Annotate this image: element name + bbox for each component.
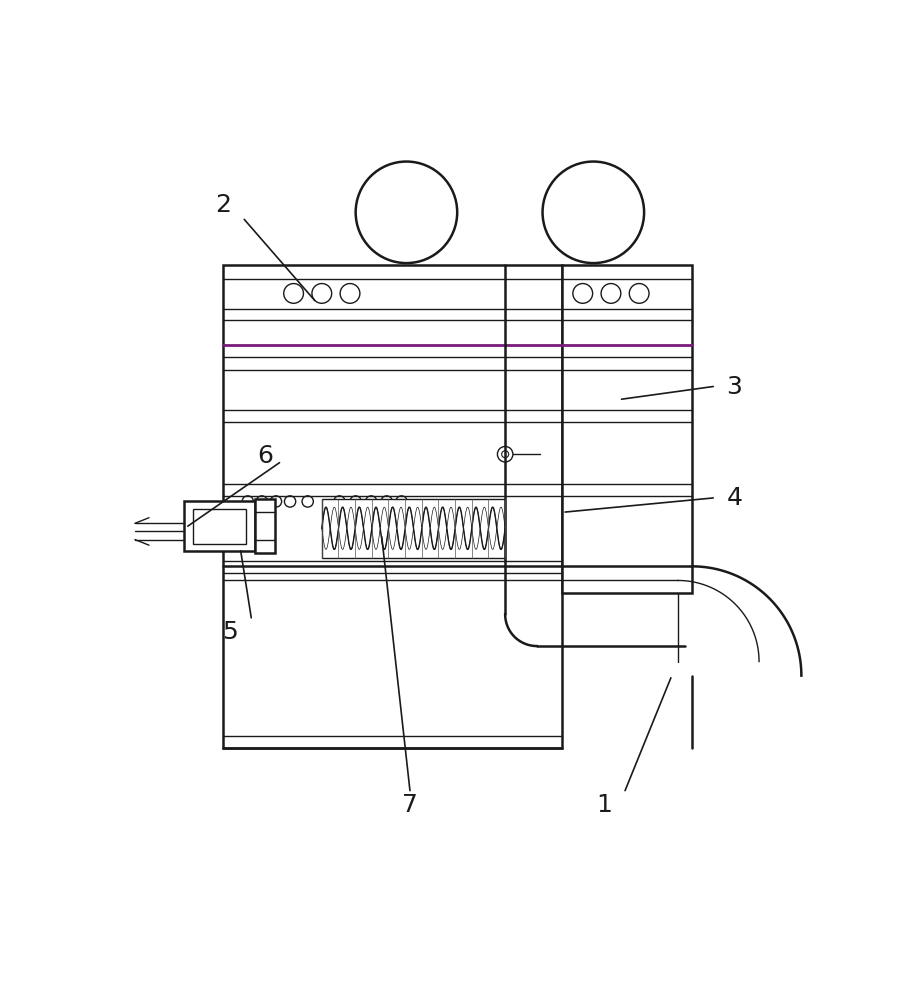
Circle shape (396, 496, 407, 507)
Circle shape (302, 496, 313, 507)
Circle shape (501, 451, 509, 458)
Circle shape (366, 496, 377, 507)
Circle shape (270, 496, 281, 507)
Bar (255, 499, 275, 553)
Text: 7: 7 (402, 793, 418, 817)
Bar (561, 265, 692, 593)
Circle shape (498, 446, 513, 462)
Circle shape (312, 284, 331, 303)
Text: 6: 6 (258, 444, 273, 468)
Circle shape (340, 284, 359, 303)
Circle shape (356, 162, 457, 263)
Circle shape (242, 496, 253, 507)
Circle shape (381, 496, 392, 507)
Circle shape (573, 284, 592, 303)
Circle shape (284, 284, 303, 303)
Circle shape (602, 284, 621, 303)
Bar (193, 509, 247, 544)
Bar (322, 499, 505, 558)
Bar (184, 501, 255, 551)
Text: 5: 5 (222, 620, 238, 644)
Circle shape (350, 496, 361, 507)
Circle shape (285, 496, 296, 507)
Text: 1: 1 (596, 793, 612, 817)
Text: 3: 3 (726, 375, 743, 399)
Text: 2: 2 (215, 193, 231, 217)
Circle shape (334, 496, 345, 507)
Bar (223, 265, 561, 748)
Circle shape (630, 284, 649, 303)
Circle shape (542, 162, 644, 263)
Text: 4: 4 (726, 486, 743, 510)
Circle shape (257, 496, 268, 507)
